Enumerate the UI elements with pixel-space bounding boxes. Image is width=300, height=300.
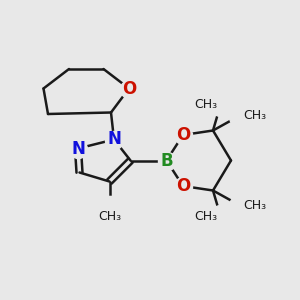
Text: O: O [122, 80, 136, 98]
Text: N: N [107, 130, 121, 148]
Text: CH₃: CH₃ [98, 210, 121, 223]
Text: O: O [176, 126, 190, 144]
Text: CH₃: CH₃ [194, 209, 218, 223]
Text: N: N [71, 140, 85, 158]
Text: CH₃: CH₃ [194, 98, 218, 112]
Text: CH₃: CH₃ [243, 199, 266, 212]
Text: CH₃: CH₃ [243, 109, 266, 122]
Text: B: B [160, 152, 173, 169]
Text: O: O [176, 177, 190, 195]
